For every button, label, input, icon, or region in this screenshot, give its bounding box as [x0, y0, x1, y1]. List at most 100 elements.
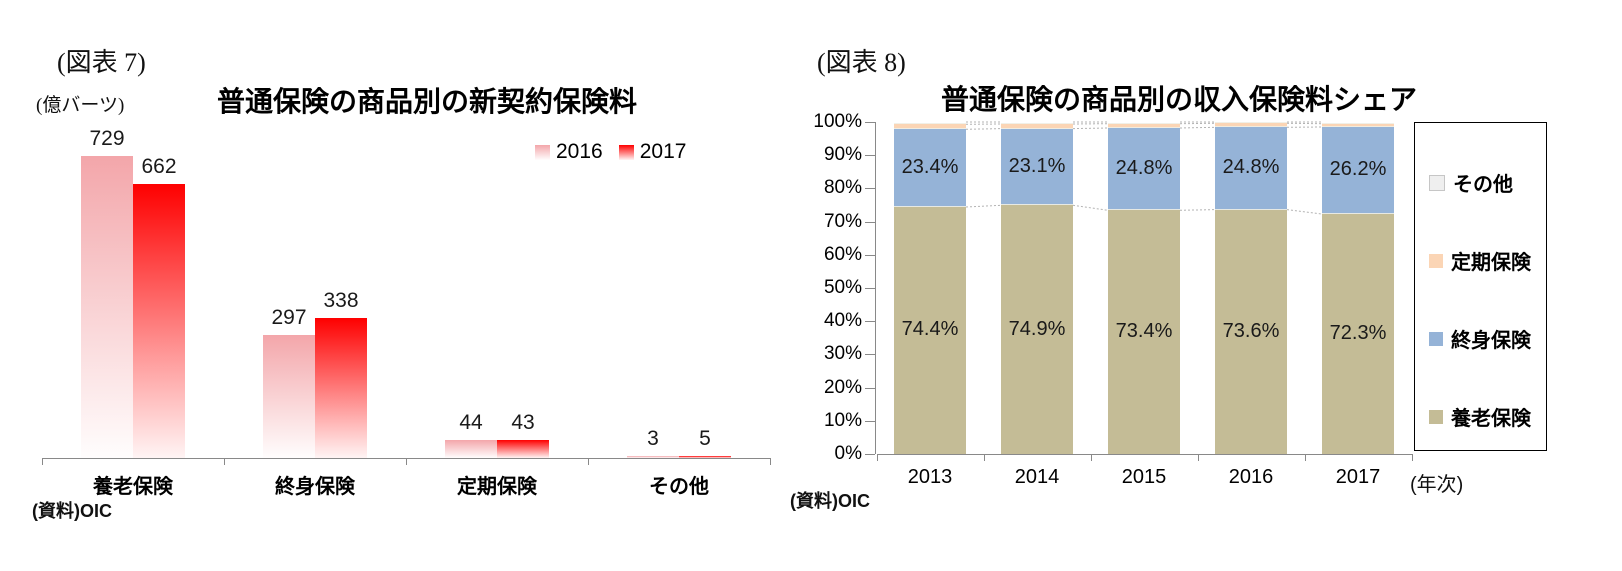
fig8-legend-item-term: 定期保険	[1429, 246, 1531, 275]
fig7-bar-2017-定期保険	[497, 440, 549, 458]
fig8-legend-item-whole-life: 終身保険	[1429, 324, 1531, 353]
fig7-bar-2017-終身保険	[315, 318, 367, 458]
fig8-x-axis-tick-1	[983, 454, 985, 461]
fig8-connector-endowment-gap1	[1072, 204, 1109, 211]
fig7-x-axis-tick-1	[224, 458, 225, 465]
fig7-title: 普通保険の商品別の新契約保険料	[217, 86, 638, 117]
fig8-legend-label-whole-life: 終身保険	[1451, 330, 1531, 352]
fig7-unit-label: (億バーツ)	[36, 95, 125, 116]
fig8-y-tick-label-50%: 50%	[823, 277, 862, 298]
fig8-segment-term-2014	[1001, 123, 1073, 129]
fig7-bar-2016-養老保険	[81, 156, 133, 458]
fig8-x-axis-tick-2	[1090, 454, 1092, 461]
fig7-value-label-2017-その他: 5	[699, 427, 711, 450]
fig8-segment-whole-life-2017	[1322, 126, 1394, 214]
fig8-xaxis-unit-label: (年次)	[1410, 474, 1464, 496]
fig8-connector-whole-life-gap1	[1072, 127, 1109, 130]
fig7-category-label-定期保険: 定期保険	[457, 476, 537, 498]
fig7-value-label-2016-その他: 3	[647, 427, 659, 450]
fig8-y-tick-label-30%: 30%	[823, 343, 862, 365]
fig7-figure-label: (図表 7)	[57, 48, 146, 77]
fig8-segment-label-whole-life-2017: 26.2%	[1329, 158, 1387, 181]
fig8-legend-item-other: その他	[1429, 168, 1513, 197]
fig8-y-tick-40%	[865, 321, 875, 323]
fig8-segment-whole-life-2014	[1001, 128, 1073, 206]
fig8-y-tick-label-10%: 10%	[823, 409, 862, 431]
fig7-value-label-2017-養老保険: 662	[141, 155, 177, 178]
fig8-segment-endowment-2015	[1108, 210, 1180, 454]
fig8-year-label-2014: 2014	[1014, 466, 1060, 488]
fig7-legend-item-2017: 2017	[618, 140, 687, 164]
fig8-y-tick-60%	[865, 254, 875, 256]
fig8-y-tick-10%	[865, 420, 875, 422]
fig8-y-tick-label-0%: 0%	[834, 443, 862, 464]
fig8-legend-label-term: 定期保険	[1451, 252, 1531, 274]
fig7-value-label-2016-定期保険: 44	[459, 411, 483, 434]
fig7-x-axis-tick-2	[406, 458, 407, 465]
fig8-segment-other-2013	[894, 122, 966, 125]
fig8-y-tick-label-60%: 60%	[823, 243, 862, 265]
fig7-category-label-終身保険: 終身保険	[275, 476, 355, 498]
fig8-segment-endowment-2013	[894, 206, 966, 454]
fig8-legend-swatch-term	[1429, 253, 1443, 268]
fig8-segment-endowment-2016	[1215, 209, 1287, 454]
fig8-connector-whole-life-gap0	[965, 128, 1002, 130]
fig8-y-tick-20%	[865, 387, 875, 389]
fig8-legend-swatch-endowment	[1429, 409, 1443, 424]
fig7-legend-label-2016: 2016	[556, 140, 603, 163]
fig8-segment-term-2015	[1108, 123, 1180, 128]
fig8-segment-label-whole-life-2014: 23.1%	[1008, 154, 1066, 177]
fig7-value-label-2017-定期保険: 43	[511, 411, 535, 434]
fig8-year-label-2013: 2013	[907, 466, 953, 488]
fig7-bar-2017-養老保険	[133, 184, 185, 458]
fig8-segment-label-whole-life-2015: 24.8%	[1115, 157, 1173, 180]
fig7-source: (資料)OIC	[32, 501, 112, 521]
fig8-x-axis-tick-3	[1197, 454, 1199, 461]
fig8-segment-whole-life-2016	[1215, 127, 1287, 210]
fig8-segment-label-endowment-2014: 74.9%	[1008, 317, 1066, 340]
fig8-y-tick-0%	[865, 454, 875, 455]
fig7-x-axis-tick-0	[42, 458, 43, 465]
fig8-segment-label-whole-life-2016: 24.8%	[1222, 156, 1280, 179]
fig8-y-tick-50%	[865, 288, 875, 289]
fig8-legend-label-other: その他	[1453, 174, 1513, 196]
fig8-connector-endowment-gap2	[1179, 209, 1216, 211]
fig8-legend-label-endowment: 養老保険	[1451, 408, 1531, 430]
fig8-y-tick-label-100%: 100%	[813, 111, 862, 132]
fig8-y-tick-30%	[865, 354, 875, 356]
fig8-connector-endowment-gap3	[1286, 209, 1323, 215]
fig7-bar-2016-定期保険	[445, 440, 497, 458]
fig8-segment-term-2013	[894, 124, 966, 130]
fig8-legend-box: その他定期保険終身保険養老保険	[1414, 122, 1547, 451]
fig8-segment-term-2016	[1215, 123, 1287, 128]
fig8-y-tick-70%	[865, 221, 875, 223]
fig8-y-tick-80%	[865, 188, 875, 190]
fig8-y-tick-label-20%: 20%	[823, 376, 862, 398]
fig8-segment-whole-life-2013	[894, 129, 966, 207]
fig8-y-tick-label-90%: 90%	[823, 144, 862, 166]
fig8-x-axis	[876, 454, 1412, 455]
fig8-y-axis	[875, 122, 876, 454]
fig7-value-label-2016-養老保険: 729	[89, 127, 125, 150]
fig7-x-axis-tick-4	[770, 458, 771, 465]
fig7-legend-item-2016: 2016	[535, 140, 603, 164]
fig8-title: 普通保険の商品別の収入保険料シェア	[941, 84, 1418, 115]
fig7-legend-label-2017: 2017	[639, 140, 687, 163]
fig8-x-axis-tick-5	[1411, 454, 1413, 461]
fig7-legend-swatch-2017	[618, 144, 634, 160]
fig7-legend: 2016 2017	[535, 140, 702, 164]
fig8-legend-swatch-whole-life	[1429, 331, 1443, 346]
fig8-segment-label-endowment-2015: 73.4%	[1115, 320, 1173, 343]
fig8-figure-label: (図表 8)	[817, 48, 906, 77]
fig8-segment-endowment-2017	[1322, 213, 1394, 454]
fig8-year-label-2017: 2017	[1335, 466, 1381, 488]
fig8-source: (資料)OIC	[790, 491, 870, 511]
fig8-segment-endowment-2014	[1001, 205, 1073, 454]
fig7-x-axis-tick-3	[588, 458, 589, 465]
fig8-year-label-2016: 2016	[1228, 466, 1274, 488]
fig8-y-tick-100%	[865, 122, 875, 123]
fig8-y-tick-90%	[865, 155, 875, 157]
fig8-segment-term-2017	[1322, 123, 1394, 127]
fig8-y-tick-label-70%: 70%	[823, 210, 862, 232]
